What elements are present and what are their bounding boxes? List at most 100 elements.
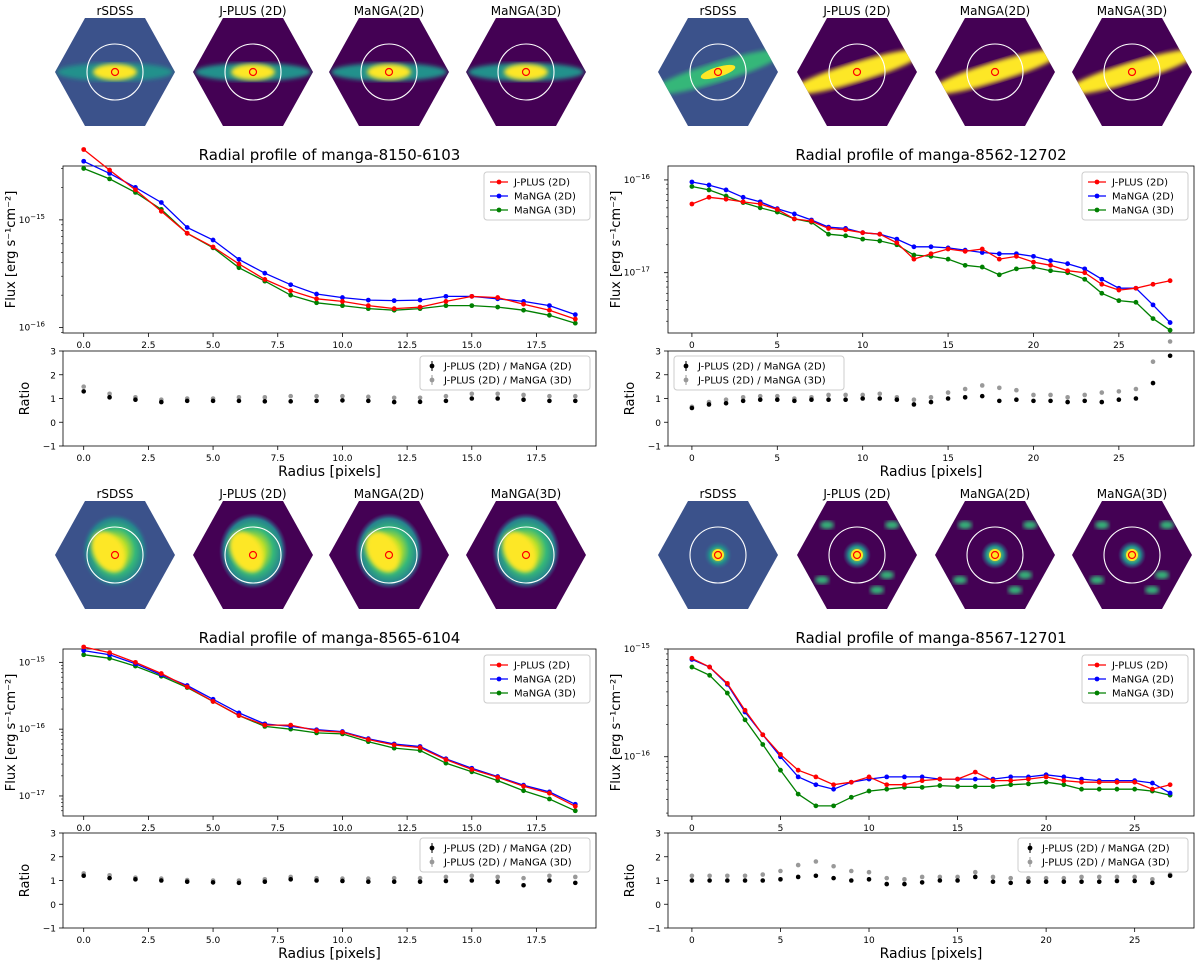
data-point [1096, 779, 1102, 785]
data-point [1043, 779, 1049, 785]
legend-box [1017, 837, 1189, 873]
flux-ylabel: Flux [erg s⁻¹cm⁻²] [4, 674, 19, 792]
data-point [133, 187, 138, 193]
x-tick-label: 12.5 [397, 824, 417, 834]
legend-label: J-PLUS (2D) / MaNGA (2D) [1041, 844, 1170, 855]
data-point [340, 299, 345, 304]
data-point [757, 205, 763, 211]
image-content [468, 63, 584, 81]
legend-label: J-PLUS (2D) [513, 661, 570, 672]
x-tick-label: 15 [942, 341, 953, 351]
data-point [547, 796, 552, 802]
data-point [1008, 774, 1014, 780]
ratio-point [1116, 389, 1122, 394]
data-point [236, 713, 242, 718]
image-title: J-PLUS (2D) [822, 487, 890, 501]
ratio-point [826, 397, 831, 402]
ratio-point [1031, 398, 1036, 404]
ratio-point [911, 402, 917, 407]
legend-label: J-PLUS (2D) [1111, 661, 1168, 672]
image-rsdss: rSDSS [55, 487, 175, 609]
ratio-point [236, 395, 242, 400]
data-point [1133, 299, 1139, 305]
x-tick-label: 10.0 [332, 454, 352, 464]
data-point [848, 779, 854, 785]
ratio-point [860, 392, 865, 398]
data-point [979, 246, 985, 252]
ratio-plot: 0.0 2.5 5.0 7.5 10.0 12.5 15.0 17.5 −1 0 1 2 3 Ratio R… [18, 830, 597, 960]
y-tick-label: 10−17 [19, 789, 45, 802]
x-tick-label: 20 [1028, 341, 1040, 351]
data-point [1099, 290, 1105, 296]
y-tick-label: 3 [50, 830, 56, 840]
x-tick-label: 5 [774, 454, 780, 464]
flux-legend: J-PLUS (2D) MaNGA (2D) MaNGA (3D) [483, 171, 591, 221]
data-point [848, 794, 854, 800]
ratio-point [902, 877, 907, 882]
image-j-plus-2d-: J-PLUS (2D) [797, 4, 917, 126]
ratio-point [391, 395, 397, 401]
image-title: rSDSS [699, 4, 736, 18]
noise-spot [1008, 586, 1022, 594]
noise-spot [1160, 521, 1174, 529]
data-point [1099, 276, 1105, 282]
ratio-point [262, 399, 268, 404]
y-tick-exponent: −15 [30, 655, 45, 663]
x-tick-label: 5.0 [206, 824, 221, 834]
ratio-point [945, 390, 951, 395]
ratio-ylabel: Ratio [18, 382, 33, 415]
x-tick-label: 10 [863, 824, 875, 834]
x-tick-label: 20 [1028, 454, 1040, 464]
data-point [919, 784, 925, 790]
data-point [723, 196, 729, 202]
panel-3: rSDSS J-PLUS (2D) MaNGA(2D) MaNGA(3D) Radial… [4, 487, 597, 960]
y-tick-label: 2 [655, 853, 661, 863]
data-point [1065, 261, 1071, 267]
ratio-point [314, 398, 319, 404]
ratio-xlabel: Radius [pixels] [880, 946, 983, 960]
flux-plot-frame [62, 165, 597, 334]
data-point [902, 782, 907, 788]
ratio-point [707, 878, 712, 883]
x-tick-label: 2.5 [141, 454, 155, 464]
data-point [866, 788, 872, 794]
data-point [1099, 281, 1105, 287]
data-point [236, 256, 242, 262]
data-point [1031, 264, 1036, 270]
ratio-point [1099, 399, 1105, 405]
data-point [288, 282, 294, 288]
x-tick-label: 7.5 [271, 341, 285, 351]
y-tick-label: −1 [648, 925, 661, 935]
ratio-point [133, 397, 138, 402]
ratio-point [877, 396, 883, 401]
ratio-point [1150, 359, 1156, 364]
data-point [945, 256, 951, 262]
ratio-point [1065, 399, 1070, 405]
data-point [1008, 778, 1014, 784]
ratio-point [997, 398, 1002, 404]
galaxy-core [502, 531, 537, 573]
ratio-point [573, 874, 578, 880]
x-tick-label: 7.5 [271, 454, 285, 464]
image-rsdss: rSDSS [55, 4, 175, 126]
ratio-point [809, 397, 814, 402]
y-tick-label: 0 [50, 419, 56, 429]
data-point [391, 306, 397, 312]
noise-spot [953, 576, 967, 584]
image-manga-2d-: MaNGA(2D) [329, 4, 449, 126]
image-content [658, 49, 778, 95]
ratio-point [1043, 879, 1049, 884]
data-point [572, 803, 578, 809]
flux-legend: J-PLUS (2D) MaNGA (2D) MaNGA (3D) [483, 654, 591, 704]
data-point [184, 684, 190, 690]
data-point [572, 312, 578, 318]
data-point [314, 296, 319, 302]
center-marker [521, 67, 531, 77]
flux-plot-title: Radial profile of manga-8567-12701 [795, 629, 1066, 647]
data-point [443, 760, 449, 766]
y-tick-label: 10−16 [624, 173, 651, 186]
ratio-point [314, 878, 319, 883]
center-marker [110, 67, 120, 77]
image-manga-3d-: MaNGA(3D) [1072, 4, 1192, 126]
legend-label: MaNGA (3D) [1112, 206, 1174, 217]
